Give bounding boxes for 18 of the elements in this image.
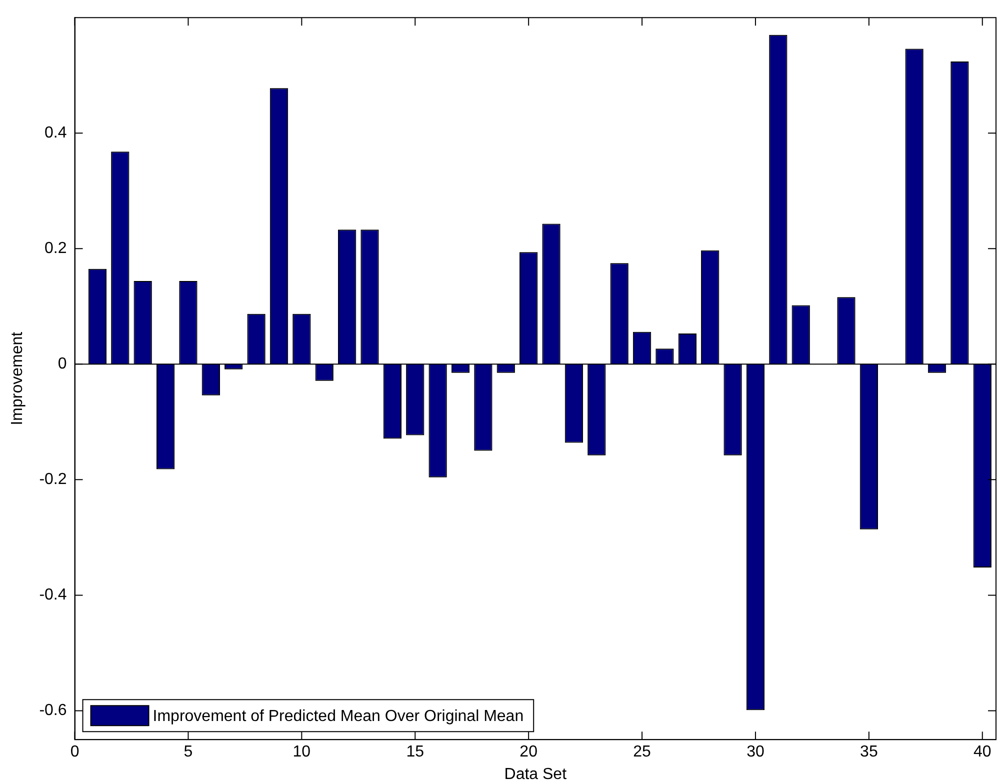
x-tick-label: 15: [406, 744, 424, 761]
y-axis-title: Improvement: [9, 331, 26, 426]
y-tick-label: -0.6: [39, 702, 67, 720]
x-tick-label: 20: [520, 744, 538, 761]
y-tick-label: 0.2: [44, 240, 67, 258]
y-tick-label: 0.4: [44, 124, 67, 142]
x-tick-label: 35: [860, 744, 878, 761]
x-tick-label: 0: [70, 744, 80, 761]
x-tick-label: 25: [633, 744, 652, 761]
x-tick-label: 10: [292, 744, 311, 761]
x-tick-label: 40: [973, 744, 992, 761]
x-axis-title: Data Set: [504, 766, 568, 783]
y-tick-label: -0.2: [39, 471, 67, 488]
y-tick-label: 0: [58, 356, 67, 373]
x-tick-label: 5: [184, 744, 193, 761]
x-tick-label: 30: [746, 744, 764, 761]
legend-label: Improvement of Predicted Mean Over Original Mean: [152, 708, 524, 726]
y-tick-label: -0.4: [39, 586, 67, 604]
